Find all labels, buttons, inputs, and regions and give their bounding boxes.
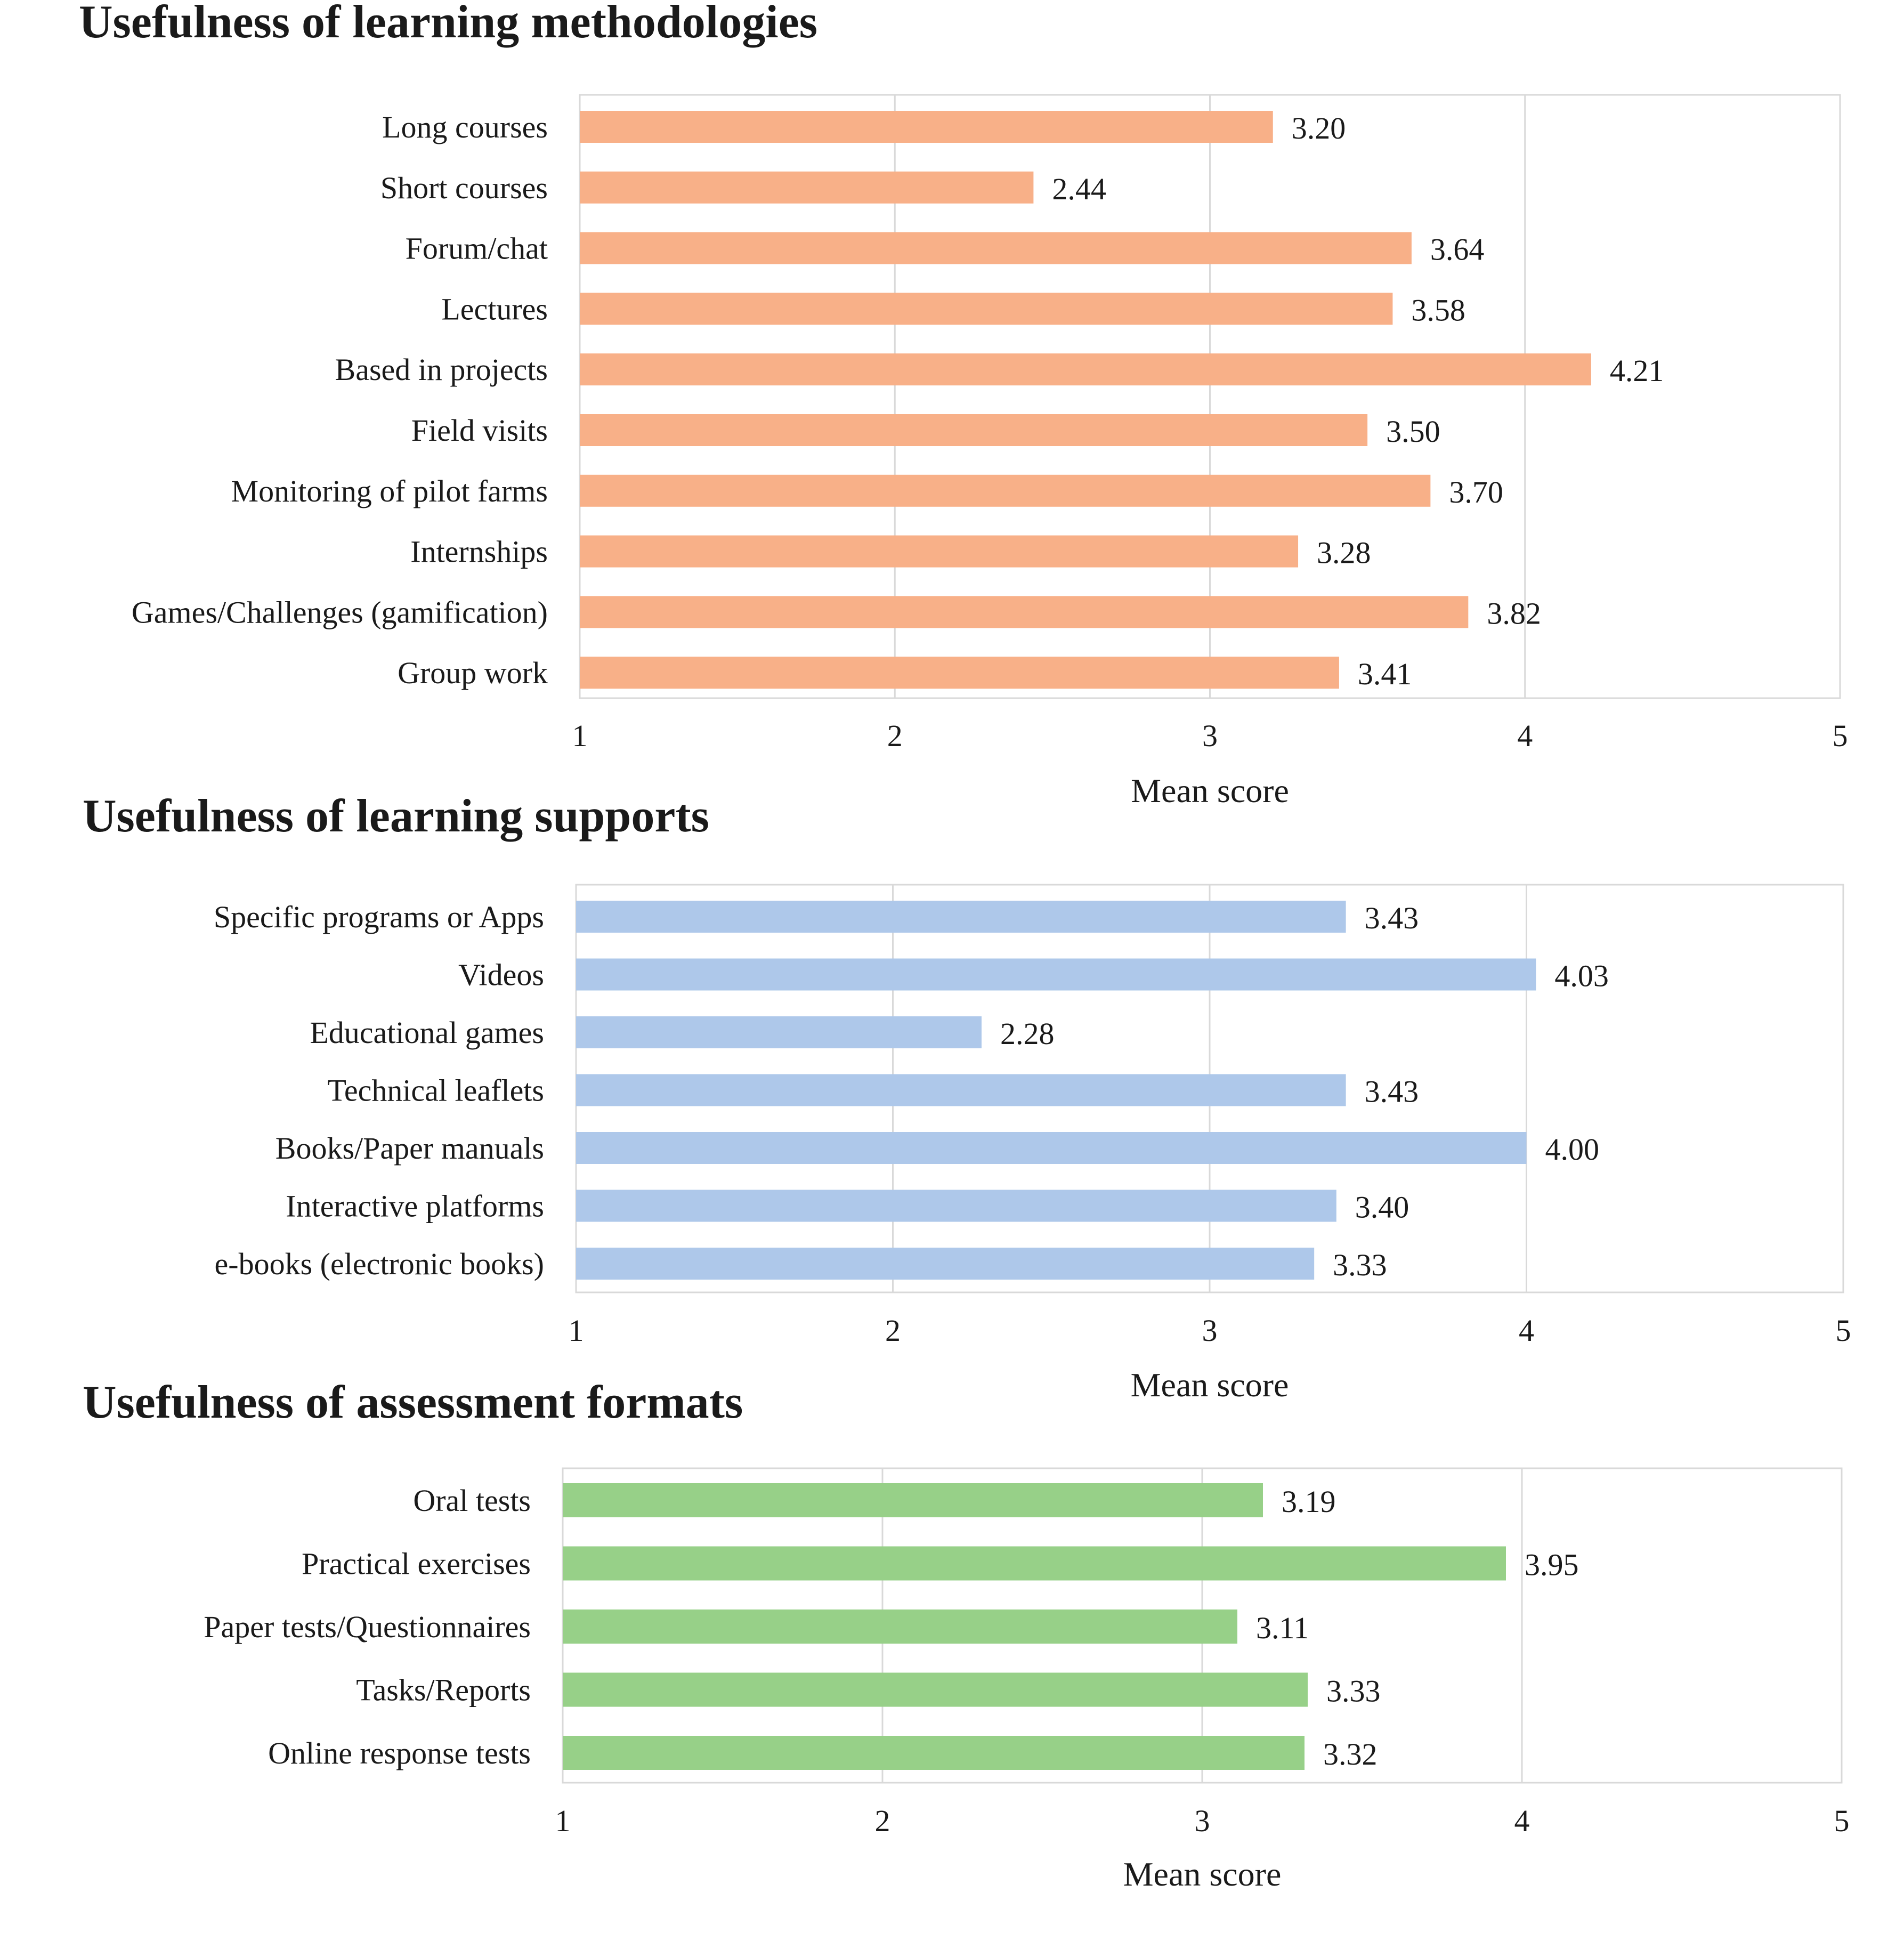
bar xyxy=(580,657,1339,689)
chart-title: Usefulness of learning supports xyxy=(83,790,709,842)
bar xyxy=(580,293,1393,325)
category-label: Short courses xyxy=(380,171,548,205)
bar xyxy=(563,1483,1263,1517)
data-label: 3.95 xyxy=(1525,1548,1579,1582)
category-label: e-books (electronic books) xyxy=(215,1247,544,1281)
data-label: 3.11 xyxy=(1256,1611,1309,1645)
x-tick-label: 5 xyxy=(1836,1313,1851,1348)
data-label: 3.33 xyxy=(1333,1248,1387,1282)
bar xyxy=(580,596,1469,628)
data-label: 3.43 xyxy=(1365,901,1419,935)
data-label: 3.20 xyxy=(1292,111,1346,145)
category-label: Paper tests/Questionnaires xyxy=(204,1610,531,1644)
data-label: 3.33 xyxy=(1326,1674,1381,1709)
category-label: Technical leaflets xyxy=(327,1073,544,1108)
data-label: 3.58 xyxy=(1411,293,1465,327)
x-axis-title: Mean score xyxy=(1131,772,1289,810)
category-label: Interactive platforms xyxy=(286,1189,544,1224)
data-label: 3.70 xyxy=(1449,475,1503,509)
x-tick-label: 3 xyxy=(1195,1803,1210,1838)
data-label: 3.82 xyxy=(1487,596,1541,630)
data-label: 3.28 xyxy=(1317,536,1371,570)
category-label: Oral tests xyxy=(413,1483,531,1518)
category-label: Field visits xyxy=(411,413,548,448)
bar xyxy=(563,1672,1308,1707)
x-tick-label: 2 xyxy=(875,1803,890,1838)
data-label: 3.40 xyxy=(1355,1190,1409,1225)
data-label: 3.64 xyxy=(1430,232,1485,267)
bar xyxy=(563,1610,1237,1644)
data-label: 3.41 xyxy=(1358,657,1412,691)
data-label: 3.43 xyxy=(1365,1074,1419,1109)
bar xyxy=(563,1736,1305,1770)
category-label: Practical exercises xyxy=(302,1547,531,1581)
bar xyxy=(580,232,1412,264)
category-label: Specific programs or Apps xyxy=(214,900,544,934)
x-axis-title: Mean score xyxy=(1131,1366,1289,1404)
category-label: Lectures xyxy=(441,292,548,326)
chart-panel-supports: Usefulness of learning supports 1 2 3 4 5 Spec… xyxy=(83,790,1851,1404)
data-label: 4.00 xyxy=(1545,1132,1600,1167)
category-label: Games/Challenges (gamification) xyxy=(132,595,548,629)
category-label: Group work xyxy=(398,656,548,690)
x-tick-label: 3 xyxy=(1202,1313,1218,1348)
bar xyxy=(563,1546,1506,1581)
chart-title: Usefulness of learning methodologies xyxy=(79,0,817,48)
category-label: Books/Paper manuals xyxy=(276,1131,544,1166)
bar xyxy=(580,171,1034,204)
bar xyxy=(576,901,1346,933)
chart-title: Usefulness of assessment formats xyxy=(83,1377,743,1428)
x-tick-label: 3 xyxy=(1202,718,1218,753)
x-tick-label: 4 xyxy=(1519,1313,1534,1348)
bar xyxy=(580,111,1273,143)
category-label: Monitoring of pilot farms xyxy=(231,474,548,508)
data-label: 2.44 xyxy=(1052,172,1106,206)
bar xyxy=(580,414,1368,446)
x-tick-label: 2 xyxy=(887,718,903,753)
x-tick-label: 2 xyxy=(885,1313,901,1348)
category-label: Based in projects xyxy=(335,352,548,387)
bar xyxy=(580,474,1431,507)
x-tick-label: 1 xyxy=(572,718,588,753)
category-label: Educational games xyxy=(310,1015,544,1050)
category-label: Tasks/Reports xyxy=(356,1673,531,1708)
x-tick-label: 4 xyxy=(1514,1803,1530,1838)
x-tick-label: 5 xyxy=(1833,718,1848,753)
bar xyxy=(580,353,1591,386)
x-tick-label: 1 xyxy=(555,1803,571,1838)
category-label: Internships xyxy=(410,535,548,569)
bar xyxy=(576,1016,982,1048)
x-tick-label: 1 xyxy=(569,1313,584,1348)
chart-panel-assessment: Usefulness of assessment formats 1 2 3 4 5 Ora… xyxy=(83,1377,1850,1893)
category-label: Forum/chat xyxy=(406,231,548,266)
data-label: 3.32 xyxy=(1323,1737,1378,1772)
category-label: Long courses xyxy=(382,110,548,144)
bar xyxy=(576,1248,1315,1280)
category-label: Online response tests xyxy=(268,1736,531,1770)
bar xyxy=(580,535,1299,568)
x-tick-label: 4 xyxy=(1517,718,1533,753)
category-label: Videos xyxy=(458,958,544,992)
bar xyxy=(576,958,1536,991)
bar xyxy=(576,1074,1346,1106)
data-label: 4.03 xyxy=(1554,959,1609,993)
bar xyxy=(576,1132,1527,1164)
data-label: 3.19 xyxy=(1282,1484,1336,1519)
x-axis-title: Mean score xyxy=(1123,1855,1282,1893)
x-tick-label: 5 xyxy=(1834,1803,1850,1838)
bar xyxy=(576,1190,1336,1222)
data-label: 4.21 xyxy=(1610,353,1664,388)
data-label: 3.50 xyxy=(1386,414,1440,449)
data-label: 2.28 xyxy=(1000,1016,1055,1051)
chart-panel-methodologies: Usefulness of learning methodologies 1 2 3 4… xyxy=(79,0,1848,810)
